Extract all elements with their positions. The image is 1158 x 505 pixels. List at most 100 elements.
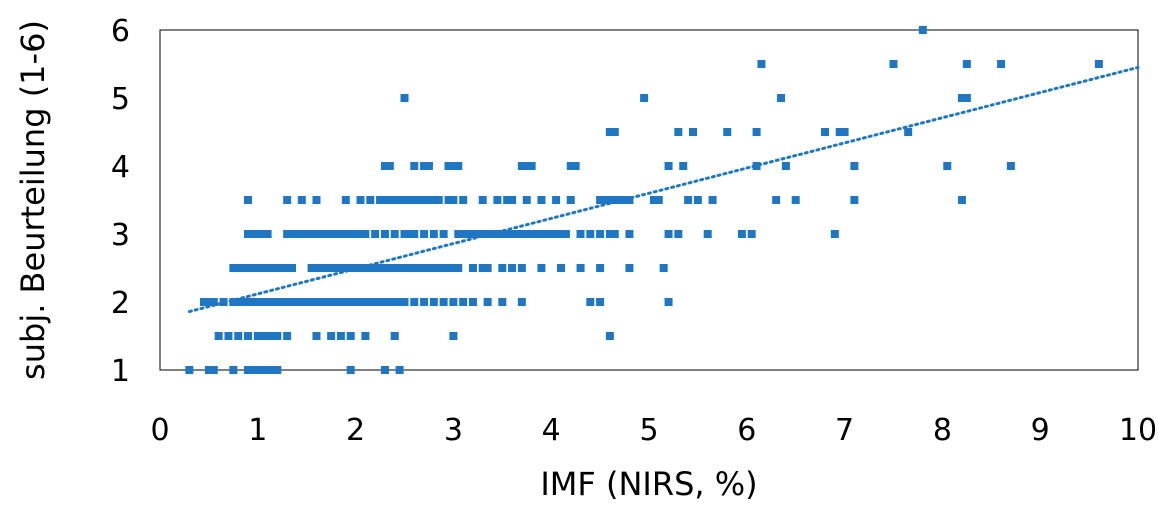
data-point: [209, 366, 218, 374]
data-point: [288, 230, 297, 238]
data-point: [420, 298, 429, 306]
trendline: [187, 65, 1140, 314]
data-point: [229, 366, 238, 374]
data-point: [346, 332, 355, 340]
data-point: [420, 162, 429, 170]
data-point: [244, 366, 253, 374]
data-point: [273, 298, 282, 306]
data-point: [312, 332, 321, 340]
data-point: [341, 196, 350, 204]
data-point: [248, 264, 257, 272]
data-point: [376, 298, 385, 306]
data-point: [552, 196, 561, 204]
data-point: [527, 162, 536, 170]
data-point: [850, 196, 859, 204]
data-point: [478, 230, 487, 238]
data-point: [962, 94, 971, 102]
data-point: [522, 196, 531, 204]
data-point: [239, 298, 248, 306]
data-point: [258, 264, 267, 272]
y-axis-ticks: 1 2 3 4 5 6: [111, 14, 130, 389]
data-point: [424, 196, 433, 204]
data-point: [380, 366, 389, 374]
data-point: [248, 230, 257, 238]
data-point: [674, 230, 683, 238]
x-tick-label: 6: [737, 413, 756, 448]
data-point: [244, 230, 253, 238]
data-point: [234, 264, 243, 272]
data-point: [737, 230, 746, 238]
data-point: [449, 162, 458, 170]
data-point: [777, 94, 786, 102]
data-point: [693, 196, 702, 204]
data-point: [283, 298, 292, 306]
data-point: [297, 196, 306, 204]
data-point: [517, 230, 526, 238]
data-point: [351, 264, 360, 272]
data-point: [273, 264, 282, 272]
data-point: [263, 264, 272, 272]
data-point: [317, 298, 326, 306]
data-point: [571, 162, 580, 170]
data-point: [283, 332, 292, 340]
data-point: [689, 128, 698, 136]
data-point: [605, 230, 614, 238]
data-point: [366, 298, 375, 306]
y-axis-title: subj. Beurteilung (1-6): [14, 20, 52, 380]
data-point: [444, 196, 453, 204]
data-point: [410, 264, 419, 272]
data-point: [483, 264, 492, 272]
data-point: [400, 196, 409, 204]
data-point: [498, 264, 507, 272]
data-point: [385, 162, 394, 170]
data-point: [566, 162, 575, 170]
data-point: [366, 264, 375, 272]
data-point: [674, 128, 683, 136]
data-point: [332, 264, 341, 272]
data-point: [439, 230, 448, 238]
data-point: [336, 264, 345, 272]
data-point: [204, 366, 213, 374]
data-point: [596, 264, 605, 272]
data-point: [405, 230, 414, 238]
data-point: [454, 264, 463, 272]
y-tick-label: 5: [111, 82, 130, 117]
data-point: [327, 298, 336, 306]
data-point: [380, 298, 389, 306]
data-point: [850, 162, 859, 170]
data-point: [244, 298, 253, 306]
data-point: [346, 366, 355, 374]
x-tick-label: 9: [1031, 413, 1050, 448]
data-point: [263, 332, 272, 340]
data-point: [273, 366, 282, 374]
data-point: [341, 298, 350, 306]
data-point: [395, 366, 404, 374]
x-tick-label: 3: [444, 413, 463, 448]
data-point: [566, 196, 575, 204]
data-point: [253, 298, 262, 306]
data-point: [336, 332, 345, 340]
data-point: [703, 230, 712, 238]
data-point: [317, 264, 326, 272]
y-tick-label: 6: [111, 14, 130, 49]
data-point: [263, 230, 272, 238]
data-point: [747, 230, 756, 238]
data-point: [268, 332, 277, 340]
data-point: [840, 128, 849, 136]
data-point: [664, 162, 673, 170]
data-point: [258, 332, 267, 340]
data-point: [835, 128, 844, 136]
data-point: [498, 230, 507, 238]
data-point: [288, 264, 297, 272]
data-point: [522, 230, 531, 238]
data-point: [605, 332, 614, 340]
data-point: [752, 162, 761, 170]
data-point: [600, 196, 609, 204]
data-point: [473, 230, 482, 238]
data-point: [537, 264, 546, 272]
data-point: [327, 332, 336, 340]
data-point: [200, 298, 209, 306]
data-point: [957, 196, 966, 204]
data-point: [576, 264, 585, 272]
data-point: [444, 264, 453, 272]
